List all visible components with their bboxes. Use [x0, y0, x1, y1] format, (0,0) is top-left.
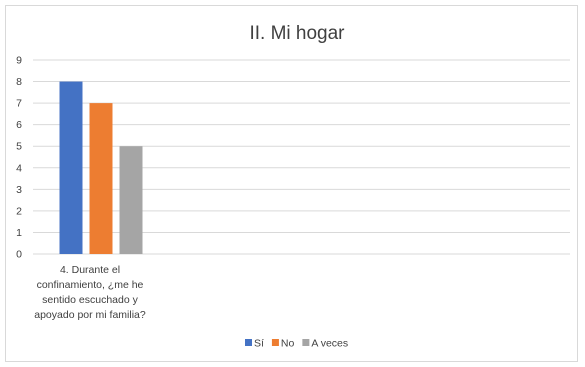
gridlines — [33, 59, 570, 255]
y-tick-label: 4 — [16, 162, 22, 174]
y-tick-label: 7 — [16, 98, 22, 110]
x-category-label-line: confinamiento, ¿me he — [37, 279, 144, 291]
legend-swatch — [245, 339, 252, 346]
x-category-label-line: apoyado por mi familia? — [34, 309, 146, 321]
legend-label: A veces — [311, 338, 348, 350]
y-axis-ticks: 0 1 2 3 4 5 6 7 8 9 — [16, 55, 22, 261]
y-tick-label: 9 — [16, 55, 22, 67]
chart-title: II. Mi hogar — [249, 23, 345, 44]
x-category-label-line: sentido escuchado y — [42, 294, 138, 306]
y-tick-label: 8 — [16, 76, 22, 88]
legend-swatch — [302, 339, 310, 346]
bar-a-veces — [119, 146, 143, 254]
legend-label: Sí — [254, 338, 264, 350]
y-tick-label: 5 — [16, 141, 22, 153]
legend: Sí No A veces — [245, 338, 348, 350]
bars — [59, 81, 143, 254]
legend-swatch — [271, 339, 279, 346]
bar-no — [89, 103, 113, 254]
x-axis-labels: 4. Durante el confinamiento, ¿me he sentid… — [34, 264, 146, 321]
y-tick-label: 0 — [16, 249, 22, 261]
y-tick-label: 1 — [16, 227, 22, 239]
y-tick-label: 2 — [16, 205, 22, 217]
bar-s- — [59, 81, 83, 254]
x-category-label-line: 4. Durante el — [60, 264, 120, 276]
legend-label: No — [281, 338, 295, 350]
y-tick-label: 3 — [16, 184, 22, 196]
y-tick-label: 6 — [16, 119, 22, 131]
